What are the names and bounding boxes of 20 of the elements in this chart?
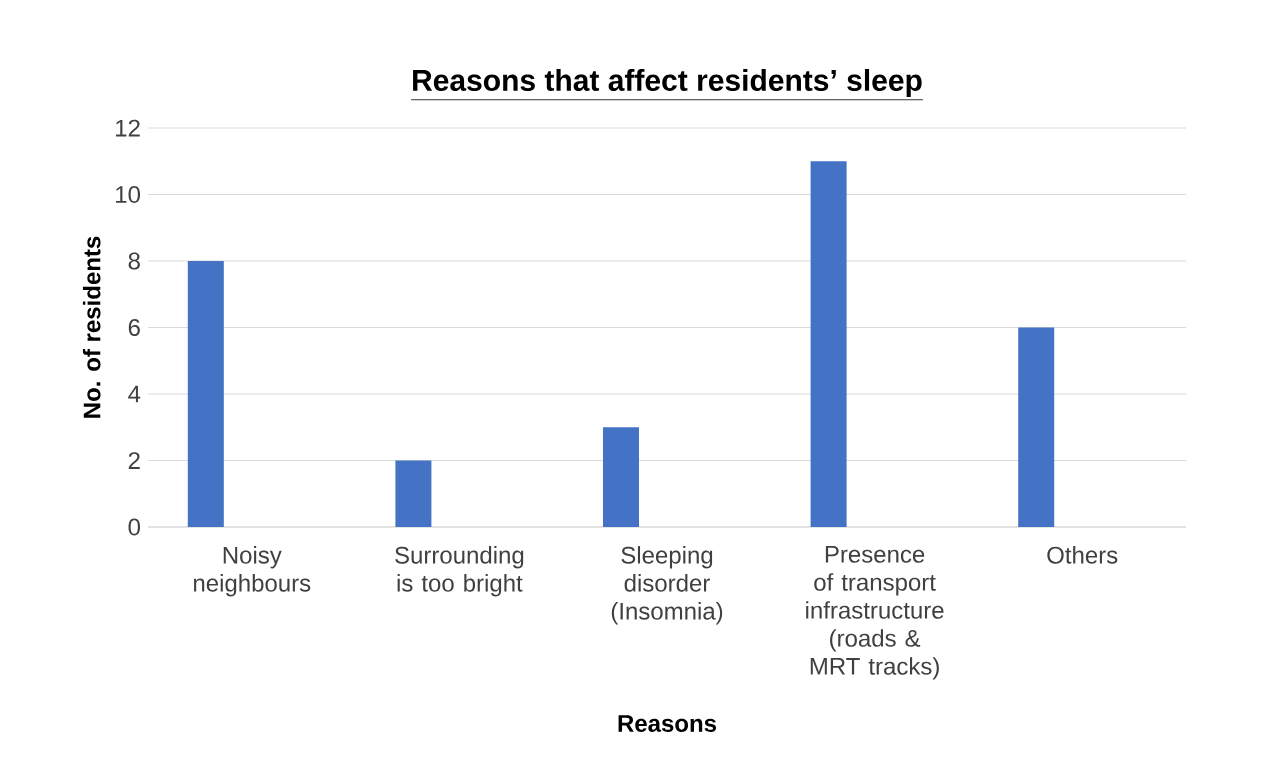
bar (187, 261, 224, 528)
y-tick-label: 8 (128, 252, 140, 270)
y-tick-label: 6 (128, 319, 140, 336)
y-tick-label: 2 (128, 452, 140, 469)
x-axis-title: Reasons (618, 715, 717, 732)
y-axis-title: No. of residents (82, 236, 101, 418)
x-tick-label: Noisy neighbours (194, 546, 311, 597)
x-tick-label: Sleeping disorder (Insomnia) (611, 546, 723, 625)
x-tick-label: Others (1047, 546, 1118, 564)
y-tick-label: 12 (116, 119, 140, 137)
y-tick-label: 10 (116, 186, 141, 203)
bar (810, 161, 847, 528)
y-tick-label: 0 (128, 518, 141, 536)
x-tick-label: Presence of transport infrastructure (roads & MRT tracks) (806, 546, 944, 680)
y-tick-label: 4 (128, 385, 141, 403)
chart-title: Reasons that affect residents’ sleep (413, 68, 922, 97)
bar (603, 427, 639, 528)
x-tick-label: Surrounding is too bright (395, 546, 524, 597)
bar (1018, 327, 1055, 528)
bar (395, 460, 432, 528)
